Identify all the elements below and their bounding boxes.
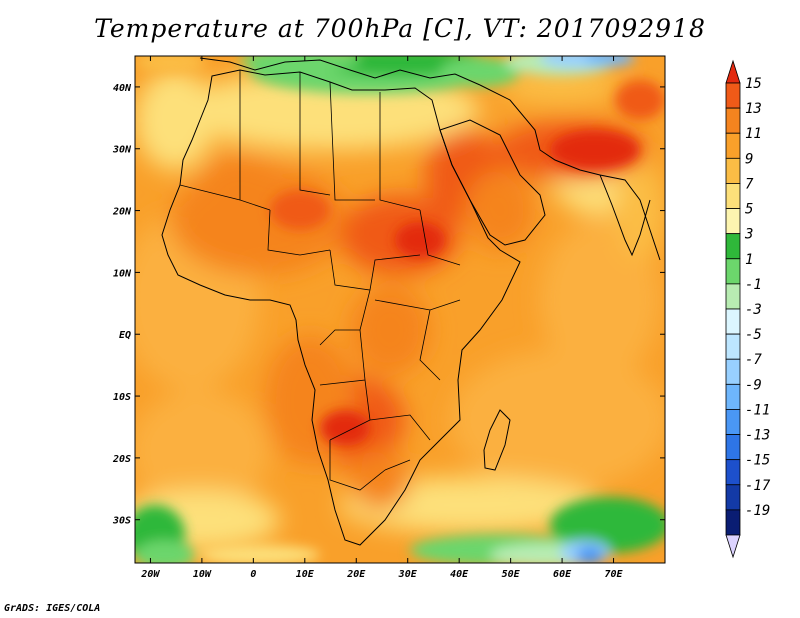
colorbar-label: 13 bbox=[745, 101, 762, 117]
x-tick-label: 40E bbox=[450, 569, 469, 580]
x-tick-label: 60E bbox=[553, 569, 572, 580]
x-tick-label: 0 bbox=[250, 569, 256, 580]
y-tick-label: 30N bbox=[112, 145, 132, 156]
colorbar-box bbox=[725, 333, 741, 360]
x-tick-label: 10W bbox=[193, 569, 212, 580]
colorbar-label: -15 bbox=[745, 453, 770, 469]
colorbar-box bbox=[725, 459, 741, 486]
x-tick-label: 10E bbox=[296, 569, 315, 580]
y-tick-label: 10S bbox=[113, 392, 131, 403]
colorbar-box bbox=[725, 258, 741, 285]
colorbar-box bbox=[725, 409, 741, 435]
y-tick-label: 20N bbox=[112, 207, 132, 218]
colorbar-box bbox=[725, 509, 741, 536]
x-axis: 20W 10W 0 10E 20E 30E 40E 50E 60E 70E bbox=[140, 56, 624, 580]
india-coastline bbox=[599, 174, 651, 257]
colorbar-box bbox=[725, 283, 741, 310]
x-tick-label: 50E bbox=[502, 569, 521, 580]
x-tick-label: 70E bbox=[605, 569, 624, 580]
colorbar-label: 11 bbox=[745, 126, 762, 142]
colorbar-label: -19 bbox=[745, 503, 770, 519]
colorbar-label: -13 bbox=[745, 428, 770, 444]
y-axis: 40N 30N 20N 10N EQ 10S 20S 30S bbox=[112, 83, 665, 527]
colorbar-box bbox=[725, 157, 741, 184]
colorbar-box bbox=[725, 484, 741, 511]
colorbar-box bbox=[725, 82, 741, 109]
country-borders bbox=[179, 70, 461, 491]
colorbar-label: -7 bbox=[745, 352, 762, 368]
colorbar-label: -9 bbox=[745, 377, 762, 393]
colorbar-box bbox=[725, 107, 741, 134]
colorbar-label: 15 bbox=[745, 76, 762, 92]
map-title: Temperature at 700hPa [C], VT: 201709291… bbox=[94, 14, 706, 43]
colorbar-box bbox=[725, 308, 741, 335]
colorbar-label: 3 bbox=[744, 227, 753, 243]
y-tick-label: 20S bbox=[112, 454, 131, 465]
madagascar-coastline bbox=[483, 409, 511, 471]
x-tick-label: 30E bbox=[398, 569, 418, 580]
colorbar-top-triangle bbox=[725, 59, 741, 84]
colorbar-box bbox=[725, 358, 741, 385]
europe-coastline bbox=[199, 57, 481, 86]
x-tick-label: 20W bbox=[140, 569, 160, 580]
arabia-coastline bbox=[439, 119, 546, 246]
colorbar-label: -5 bbox=[745, 327, 762, 343]
colorbar-label: -11 bbox=[745, 402, 770, 418]
colorbar-box bbox=[725, 132, 741, 159]
colorbar-box bbox=[725, 434, 741, 461]
coastlines-borders bbox=[161, 57, 661, 546]
y-tick-label: 30S bbox=[112, 516, 131, 527]
colorbar-box bbox=[725, 383, 741, 410]
colorbar-label: 1 bbox=[745, 252, 753, 268]
colorbar-label: 7 bbox=[745, 176, 754, 192]
colorbar-box bbox=[725, 233, 741, 260]
temperature-field bbox=[135, 56, 665, 563]
africa-coastline bbox=[161, 69, 521, 546]
asia-coastline bbox=[479, 84, 661, 261]
footer-credit: GrADS: IGES/COLA bbox=[4, 603, 101, 614]
y-tick-label: 40N bbox=[113, 83, 132, 94]
colorbar: 15 13 11 9 7 5 3 1 -1 -3 -5 -7 -9 -11 -13 -15 -17 -19 bbox=[725, 59, 771, 559]
colorbar-label: -17 bbox=[745, 478, 771, 494]
y-tick-label: EQ bbox=[119, 330, 131, 341]
colorbar-label: -1 bbox=[745, 277, 762, 293]
colorbar-label: 5 bbox=[745, 202, 753, 218]
y-tick-label: 10N bbox=[113, 268, 132, 279]
colorbar-box bbox=[725, 208, 741, 235]
colorbar-bottom-triangle bbox=[725, 534, 741, 559]
plot-frame bbox=[134, 55, 666, 564]
colorbar-label: 9 bbox=[745, 151, 753, 167]
x-tick-label: 20E bbox=[346, 569, 366, 580]
colorbar-label: -3 bbox=[745, 302, 762, 318]
colorbar-box bbox=[725, 183, 741, 209]
